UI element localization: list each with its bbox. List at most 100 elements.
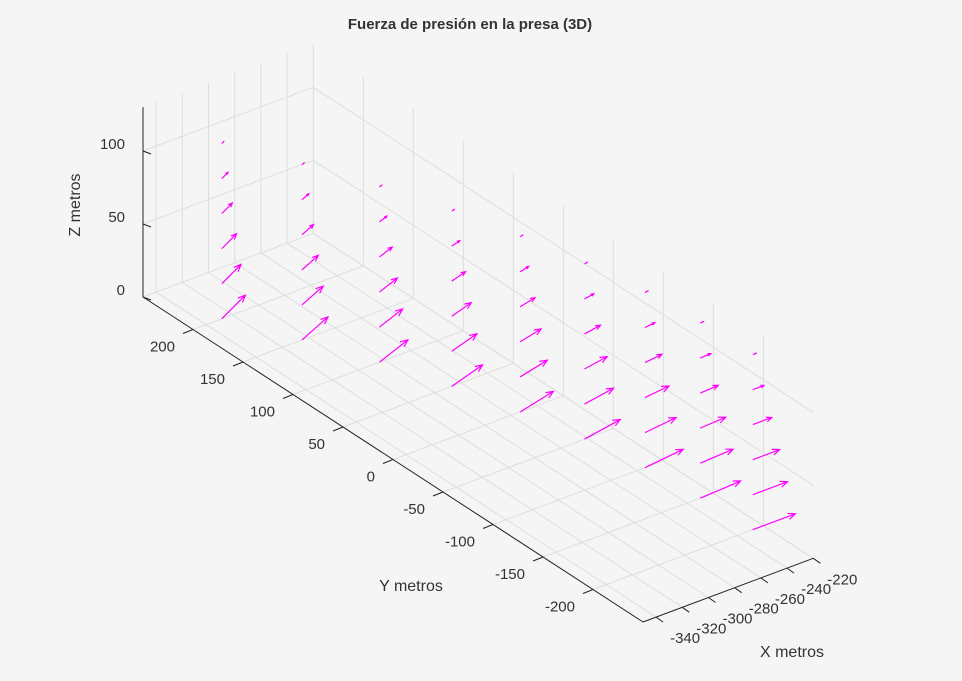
x-axis-label: X metros [760,644,824,661]
arrow [379,307,404,328]
x-tick [786,567,795,574]
arrow [584,261,589,265]
z-tick [142,150,152,155]
y-tick-label: -200 [545,598,575,615]
arrow [221,171,230,179]
arrow [752,416,774,426]
arrow [379,246,394,258]
x-tick [682,606,690,613]
arrow [451,332,479,352]
grid-line [492,460,664,525]
arrow [584,355,609,370]
arrow [699,352,713,359]
arrow [584,418,622,440]
grid-line [142,86,314,152]
arrow [301,285,325,306]
y-tick-label: 150 [200,371,225,388]
arrow [752,512,797,531]
z-axis-label: Z metros [67,173,84,236]
x-tick [734,587,742,594]
x-tick-label: -280 [749,601,779,618]
arrow [584,387,615,405]
arrow [221,232,238,250]
arrow [699,448,735,464]
grid-line [342,362,514,428]
y-tick [232,361,244,367]
arrow [221,140,225,144]
y-tick [432,491,444,497]
x-tick-label: -220 [827,571,857,588]
grid-line [242,297,414,363]
z-tick [142,296,152,301]
arrow [451,270,467,282]
y-axis-label: Y metros [379,578,443,595]
arrow [451,239,462,247]
arrow [644,385,671,399]
chart-title: Fuerza de presión en la presa (3D) [348,16,592,33]
grid-line [313,159,814,486]
grid-line [192,265,364,330]
y-tick-label: -100 [445,533,475,550]
arrow [451,363,484,387]
y-tick [532,556,544,562]
arrow [519,296,537,308]
z-tick-label: 0 [117,282,125,299]
x-tick-label: -340 [670,630,700,647]
x-tick-label: -260 [775,591,805,608]
arrow [519,359,549,378]
grid-line [592,525,764,590]
grid-line [142,159,314,225]
arrow [519,265,531,273]
arrow [752,384,766,391]
y-tick [482,524,494,529]
arrow [301,315,330,341]
y-tick [282,394,294,399]
arrow [451,208,456,212]
grid-line [142,232,314,298]
y-tick-label: -150 [495,566,525,583]
y-tick-label: 100 [250,403,275,420]
arrow [584,293,596,300]
arrow [752,448,782,461]
x-tick [813,557,821,564]
x-tick [655,616,664,623]
arrow [644,321,657,329]
grid-line [542,492,714,558]
arrow [644,353,664,364]
x-axis [642,557,814,623]
arrow [451,301,473,317]
arrow [519,328,543,343]
arrow [519,390,555,413]
grid-line [392,395,564,460]
arrow [584,324,602,335]
arrow [644,290,650,294]
y-tick [382,459,394,464]
grid-line [292,330,464,395]
arrow [301,161,306,166]
z-tick-label: 100 [100,136,125,153]
grid-line [313,86,814,413]
grid-line [313,232,814,559]
arrow [644,448,685,469]
z-tick-label: 50 [108,209,125,226]
arrow [379,338,410,363]
arrow [221,263,243,285]
arrow [379,277,399,293]
x-tick [760,577,769,584]
arrow [699,321,705,324]
x-tick [708,597,716,603]
arrow [301,254,320,271]
arrow [221,201,234,215]
y-tick [582,589,594,594]
y-tick-label: 50 [308,436,325,453]
arrow [379,215,389,223]
z-tick [142,223,152,228]
y-tick [332,426,344,432]
y-tick-label: -50 [403,501,425,518]
y-tick-label: 0 [367,468,375,485]
y-tick-label: 200 [150,338,175,355]
arrow [752,352,758,356]
arrow [699,416,728,429]
